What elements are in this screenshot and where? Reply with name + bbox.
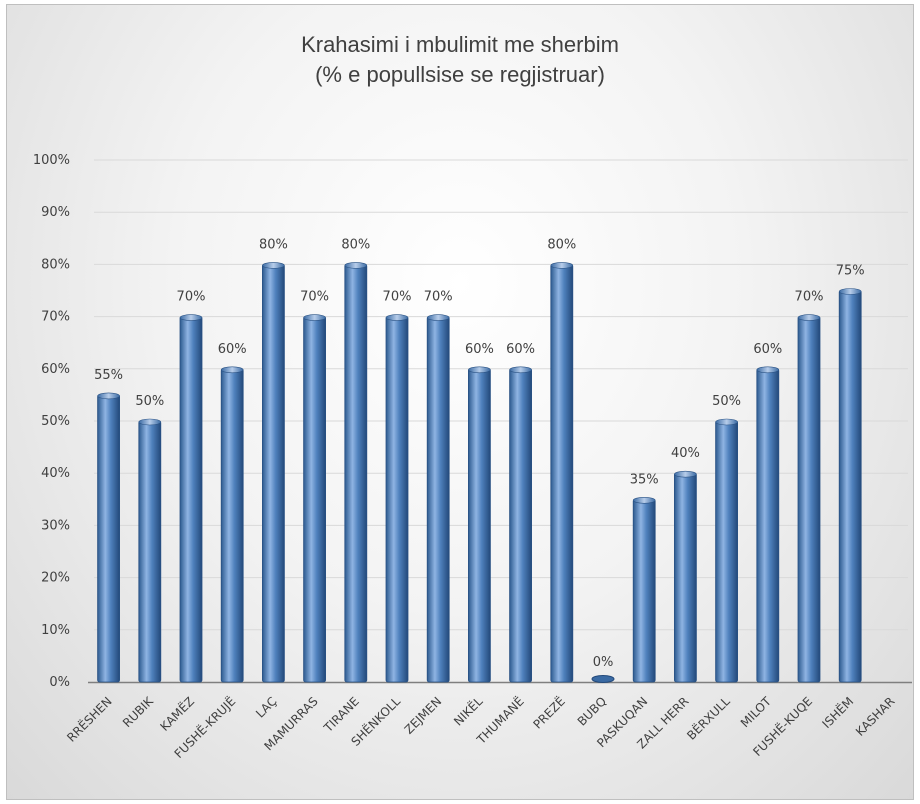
bar-cap bbox=[138, 418, 162, 426]
data-label: 70% bbox=[383, 290, 412, 305]
data-label: 40% bbox=[671, 446, 700, 461]
bar-cap bbox=[179, 314, 203, 321]
chart-title: Krahasimi i mbulimit me sherbim bbox=[301, 32, 619, 57]
bar bbox=[674, 472, 697, 683]
bar bbox=[591, 675, 615, 683]
bar-cap bbox=[838, 288, 862, 295]
bar-cap bbox=[97, 392, 120, 400]
bar bbox=[838, 290, 862, 683]
bar-cap bbox=[550, 262, 574, 269]
x-tick-label: MILOT bbox=[738, 694, 774, 730]
data-label: 80% bbox=[259, 237, 288, 252]
data-label: 50% bbox=[712, 394, 741, 409]
y-tick-label: 50% bbox=[41, 414, 70, 429]
bar-cap bbox=[756, 366, 780, 374]
data-label: 70% bbox=[424, 290, 453, 305]
data-label: 60% bbox=[218, 342, 247, 357]
y-tick-label: 90% bbox=[41, 205, 70, 220]
data-label: 60% bbox=[465, 342, 494, 357]
x-tick-label: PREZË bbox=[530, 694, 568, 732]
x-tick-label: ISHËM bbox=[819, 694, 857, 732]
bar bbox=[179, 316, 203, 683]
x-tick-label: TIRANE bbox=[321, 694, 362, 735]
y-tick-label: 30% bbox=[41, 518, 70, 533]
bar-cap bbox=[385, 314, 409, 321]
y-tick-label: 70% bbox=[41, 310, 70, 325]
bar-cap bbox=[632, 496, 656, 504]
data-label: 80% bbox=[341, 237, 370, 252]
bar bbox=[550, 263, 574, 683]
y-tick-label: 0% bbox=[49, 675, 70, 690]
x-tick-label: BUBQ bbox=[575, 694, 609, 728]
data-label: 50% bbox=[135, 394, 164, 409]
y-tick-label: 100% bbox=[33, 153, 70, 168]
y-tick-label: 10% bbox=[41, 623, 70, 638]
bar bbox=[756, 368, 780, 683]
bar-cap bbox=[797, 314, 821, 321]
x-tick-label: KASHAR bbox=[853, 694, 898, 739]
bar bbox=[385, 316, 409, 683]
bar bbox=[467, 368, 491, 683]
bar bbox=[261, 263, 285, 683]
y-tick-label: 40% bbox=[41, 466, 70, 481]
bar bbox=[426, 316, 450, 683]
data-label: 70% bbox=[177, 290, 206, 305]
chart-subtitle: (% e popullsise se regjistruar) bbox=[315, 62, 605, 87]
x-tick-label: ZEJMEN bbox=[402, 694, 445, 737]
bar bbox=[509, 368, 533, 683]
bar bbox=[303, 316, 327, 683]
data-label: 80% bbox=[547, 237, 576, 252]
data-label: 55% bbox=[94, 368, 123, 383]
bar-cap bbox=[426, 314, 450, 321]
bar bbox=[97, 394, 120, 683]
bar-cap bbox=[509, 366, 532, 374]
data-label: 60% bbox=[753, 342, 782, 357]
bar-cap bbox=[303, 314, 326, 321]
y-tick-label: 80% bbox=[41, 257, 70, 272]
x-tick-label: RUBIK bbox=[120, 693, 157, 730]
data-label: 35% bbox=[630, 472, 659, 487]
y-tick-label: 20% bbox=[41, 571, 70, 586]
data-label: 60% bbox=[506, 342, 535, 357]
x-tick-label: NIKËL bbox=[450, 693, 485, 728]
bar bbox=[220, 368, 244, 683]
bar bbox=[138, 420, 162, 683]
x-tick-label: BËRXULL bbox=[684, 693, 733, 742]
bar bbox=[632, 498, 656, 683]
bar-cap bbox=[468, 366, 491, 374]
data-label: 75% bbox=[836, 264, 865, 279]
y-tick-label: 60% bbox=[41, 362, 70, 377]
bar-cap bbox=[220, 366, 244, 374]
x-tick-label: RRËSHEN bbox=[63, 694, 114, 745]
data-label: 70% bbox=[300, 290, 329, 305]
bar-cap bbox=[262, 262, 285, 269]
bar-cap bbox=[344, 262, 368, 269]
bar bbox=[344, 263, 368, 683]
bar-cap bbox=[674, 470, 697, 478]
bar bbox=[797, 316, 821, 683]
x-tick-label: KAMËZ bbox=[157, 694, 197, 734]
bar-cap bbox=[715, 418, 738, 426]
chart-title-block: Krahasimi i mbulimit me sherbim (% e pop… bbox=[0, 30, 920, 90]
bar bbox=[715, 420, 738, 683]
x-tick-label: LAÇ bbox=[253, 694, 279, 720]
data-label: 70% bbox=[795, 290, 824, 305]
data-label: 0% bbox=[593, 655, 614, 670]
